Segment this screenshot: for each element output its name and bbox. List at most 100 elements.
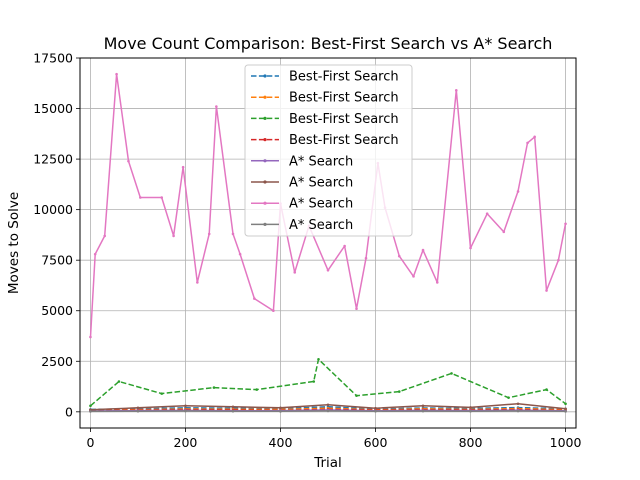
series-7-point (557, 258, 560, 262)
series-7-point (533, 135, 536, 139)
series-6-point (136, 406, 140, 410)
legend-marker (263, 159, 267, 163)
series-8-point (564, 410, 567, 413)
legend-label: Best-First Search (289, 70, 399, 85)
series-3-point (450, 372, 453, 375)
legend-marker (263, 138, 267, 142)
series-7-point (421, 248, 425, 252)
series-7-point (253, 297, 256, 300)
series-8-point (231, 409, 235, 413)
series-7-point (93, 252, 97, 256)
series-7-point (485, 212, 489, 215)
series-6-point (564, 407, 567, 411)
series-8-point (184, 409, 187, 413)
legend-label: Best-First Search (289, 91, 399, 106)
x-tick-label: 800 (459, 435, 483, 450)
legend-marker (263, 95, 267, 99)
y-tick-label: 5000 (41, 303, 73, 318)
legend-box (244, 64, 413, 237)
series-6-point (469, 406, 472, 409)
legend-marker (263, 180, 267, 184)
series-7-point (397, 254, 401, 258)
series-7-point (238, 252, 242, 256)
series-3-point (312, 380, 316, 383)
legend-label: A* Search (289, 154, 353, 169)
series-3-point (507, 396, 510, 399)
series-8-point (326, 409, 330, 413)
y-tick-label: 17500 (33, 51, 73, 66)
series-6-point (231, 405, 235, 409)
series-3-point (89, 404, 92, 408)
series-7-point (160, 196, 164, 199)
legend: Best-First Search Best-First Search Best-F… (244, 64, 413, 237)
y-tick-label: 7500 (41, 253, 73, 268)
y-tick-label: 2500 (41, 354, 73, 369)
legend-label: A* Search (289, 197, 353, 212)
series-7-point (412, 275, 415, 278)
series-7-point (293, 271, 297, 274)
x-tick-label: 1000 (550, 435, 582, 450)
series-7-point (127, 159, 130, 163)
series-7-point (231, 232, 235, 236)
series-7-point (516, 190, 520, 193)
series-7-point (564, 222, 567, 226)
series-7-point (207, 232, 211, 236)
series-7-point (326, 268, 330, 272)
x-axis: 0 200 400 600 800 1000 (86, 428, 582, 450)
series-8-point (469, 409, 472, 413)
x-tick-label: 400 (269, 435, 293, 450)
y-tick-label: 10000 (33, 202, 73, 217)
y-tick-label: 0 (65, 404, 73, 419)
legend-label: A* Search (289, 176, 353, 191)
series-7-point (364, 256, 368, 260)
series-7-point (469, 246, 472, 250)
x-axis-label: Trial (313, 455, 342, 471)
series-3-point (564, 402, 567, 406)
series-3-point (255, 388, 259, 391)
legend-marker (263, 201, 267, 205)
legend-marker (263, 222, 267, 226)
series-7-point (526, 141, 529, 145)
series-6-point (184, 404, 187, 408)
series-7-point (355, 307, 358, 311)
legend-label: A* Search (289, 218, 353, 233)
series-6-point (279, 406, 282, 410)
series-7-point (435, 281, 439, 284)
series-8-point (136, 409, 140, 413)
series-6-point (326, 403, 330, 407)
series-8-point (89, 410, 92, 413)
series-7-point (103, 234, 107, 238)
series-3-point (160, 392, 164, 395)
series-7-point (272, 309, 275, 313)
y-axis: 0 2500 5000 7500 10000 12500 15000 17500 (33, 51, 80, 419)
series-7-point (115, 72, 118, 76)
series-6-point (421, 404, 425, 408)
series-3-point (355, 394, 358, 397)
legend-marker (263, 74, 267, 78)
series-3-point (117, 380, 121, 383)
chart-title: Move Count Comparison: Best-First Search… (104, 34, 553, 53)
series-7-point (172, 234, 175, 238)
series-7-point (545, 289, 548, 292)
series-7-point (196, 281, 199, 284)
x-tick-label: 600 (364, 435, 388, 450)
series-8-point (421, 409, 425, 413)
series-7-point (89, 335, 92, 339)
series-7-point (343, 244, 346, 248)
series-7-point (139, 196, 142, 199)
series-7-point (454, 89, 458, 92)
x-tick-label: 200 (174, 435, 198, 450)
series-8-point (516, 409, 520, 413)
legend-label: Best-First Search (289, 133, 399, 148)
y-tick-label: 15000 (33, 101, 73, 116)
legend-label: Best-First Search (289, 112, 399, 127)
series-layer (89, 72, 567, 413)
series-3-point (212, 386, 216, 389)
x-tick-label: 0 (86, 435, 94, 450)
series-6-point (374, 406, 377, 410)
y-tick-label: 12500 (33, 152, 73, 167)
y-axis-label: Moves to Solve (6, 192, 22, 294)
plot-frame (79, 57, 577, 429)
series-7-point (181, 165, 185, 169)
